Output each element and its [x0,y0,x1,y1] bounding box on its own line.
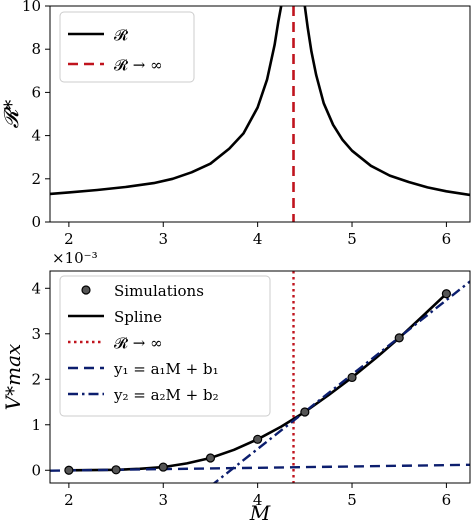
simulation-point [394,333,404,343]
legend-label-y2: y₂ = a₂M + b₂ [113,386,219,404]
bottom-frame [49,270,471,484]
simulation-point [158,462,168,472]
bottom-ytick-label: 4 [31,279,41,297]
r-curve [303,6,470,197]
bottom-legend-box [59,275,271,417]
bottom-ytick-label: 2 [31,370,41,388]
top-frame [49,5,471,223]
top-xtick-label: 6 [442,230,452,248]
top-ytick-label: 4 [31,127,41,145]
bottom-xtick-label: 3 [158,491,168,509]
simulation-point [205,453,216,463]
legend-label-r-inf: 𝓡 → ∞ [114,334,163,352]
top-plot-area [50,6,470,222]
top-ylabel: 𝓡* [0,100,23,129]
bottom-ylabel: V*max [1,344,25,411]
legend-label-r-inf: 𝓡 → ∞ [114,56,163,74]
bottom-xtick-label: 4 [253,491,263,509]
simulation-point [253,434,263,444]
legend-label-r: 𝓡 [114,26,129,44]
top-xtick-label: 4 [253,230,263,248]
legend-label-simulations: Simulations [114,282,204,300]
r-curve [50,6,283,196]
simulation-point [441,289,452,299]
top-xtick-label: 5 [347,230,357,248]
bottom-ytick-label: 0 [31,461,41,479]
bottom-xtick-label: 5 [347,491,357,509]
scale-label: ×10⁻³ [52,249,98,267]
legend-swatch-simulations [81,285,91,295]
fit-line-y2 [212,280,470,483]
top-ytick-label: 6 [31,83,41,101]
top-xtick-label: 2 [64,230,74,248]
bottom-plot-area [50,271,470,483]
bottom-legend: Simulations Spline 𝓡 → ∞ y₁ = a₁M + b₁ y₂ = … [59,275,271,417]
top-ytick-label: 10 [22,0,41,15]
top-panel: 2 3 4 5 6 0 2 4 6 8 10 𝓡* 𝓡 𝓡 → ∞ [0,0,471,248]
simulation-point [300,407,310,417]
top-ytick-label: 0 [31,213,41,231]
top-legend: 𝓡 𝓡 → ∞ [59,11,195,83]
bottom-panel: 2 3 4 5 6 0 1 2 3 4 ×10⁻³ V*max M Simulations Spline 𝓡 … [1,249,471,525]
bottom-ytick-label: 3 [31,325,41,343]
simulation-point [64,465,74,475]
legend-label-y1: y₁ = a₁M + b₁ [113,360,219,378]
simulation-point [347,372,357,383]
bottom-xtick-label: 2 [64,491,74,509]
legend-label-spline: Spline [114,308,162,326]
bottom-xlabel: M [249,501,271,525]
bottom-xtick-label: 6 [442,491,452,509]
top-xtick-label: 3 [158,230,168,248]
top-ytick-label: 2 [31,170,41,188]
bottom-ytick-label: 1 [31,416,41,434]
top-ytick-label: 8 [31,40,41,58]
simulation-point [111,465,121,475]
